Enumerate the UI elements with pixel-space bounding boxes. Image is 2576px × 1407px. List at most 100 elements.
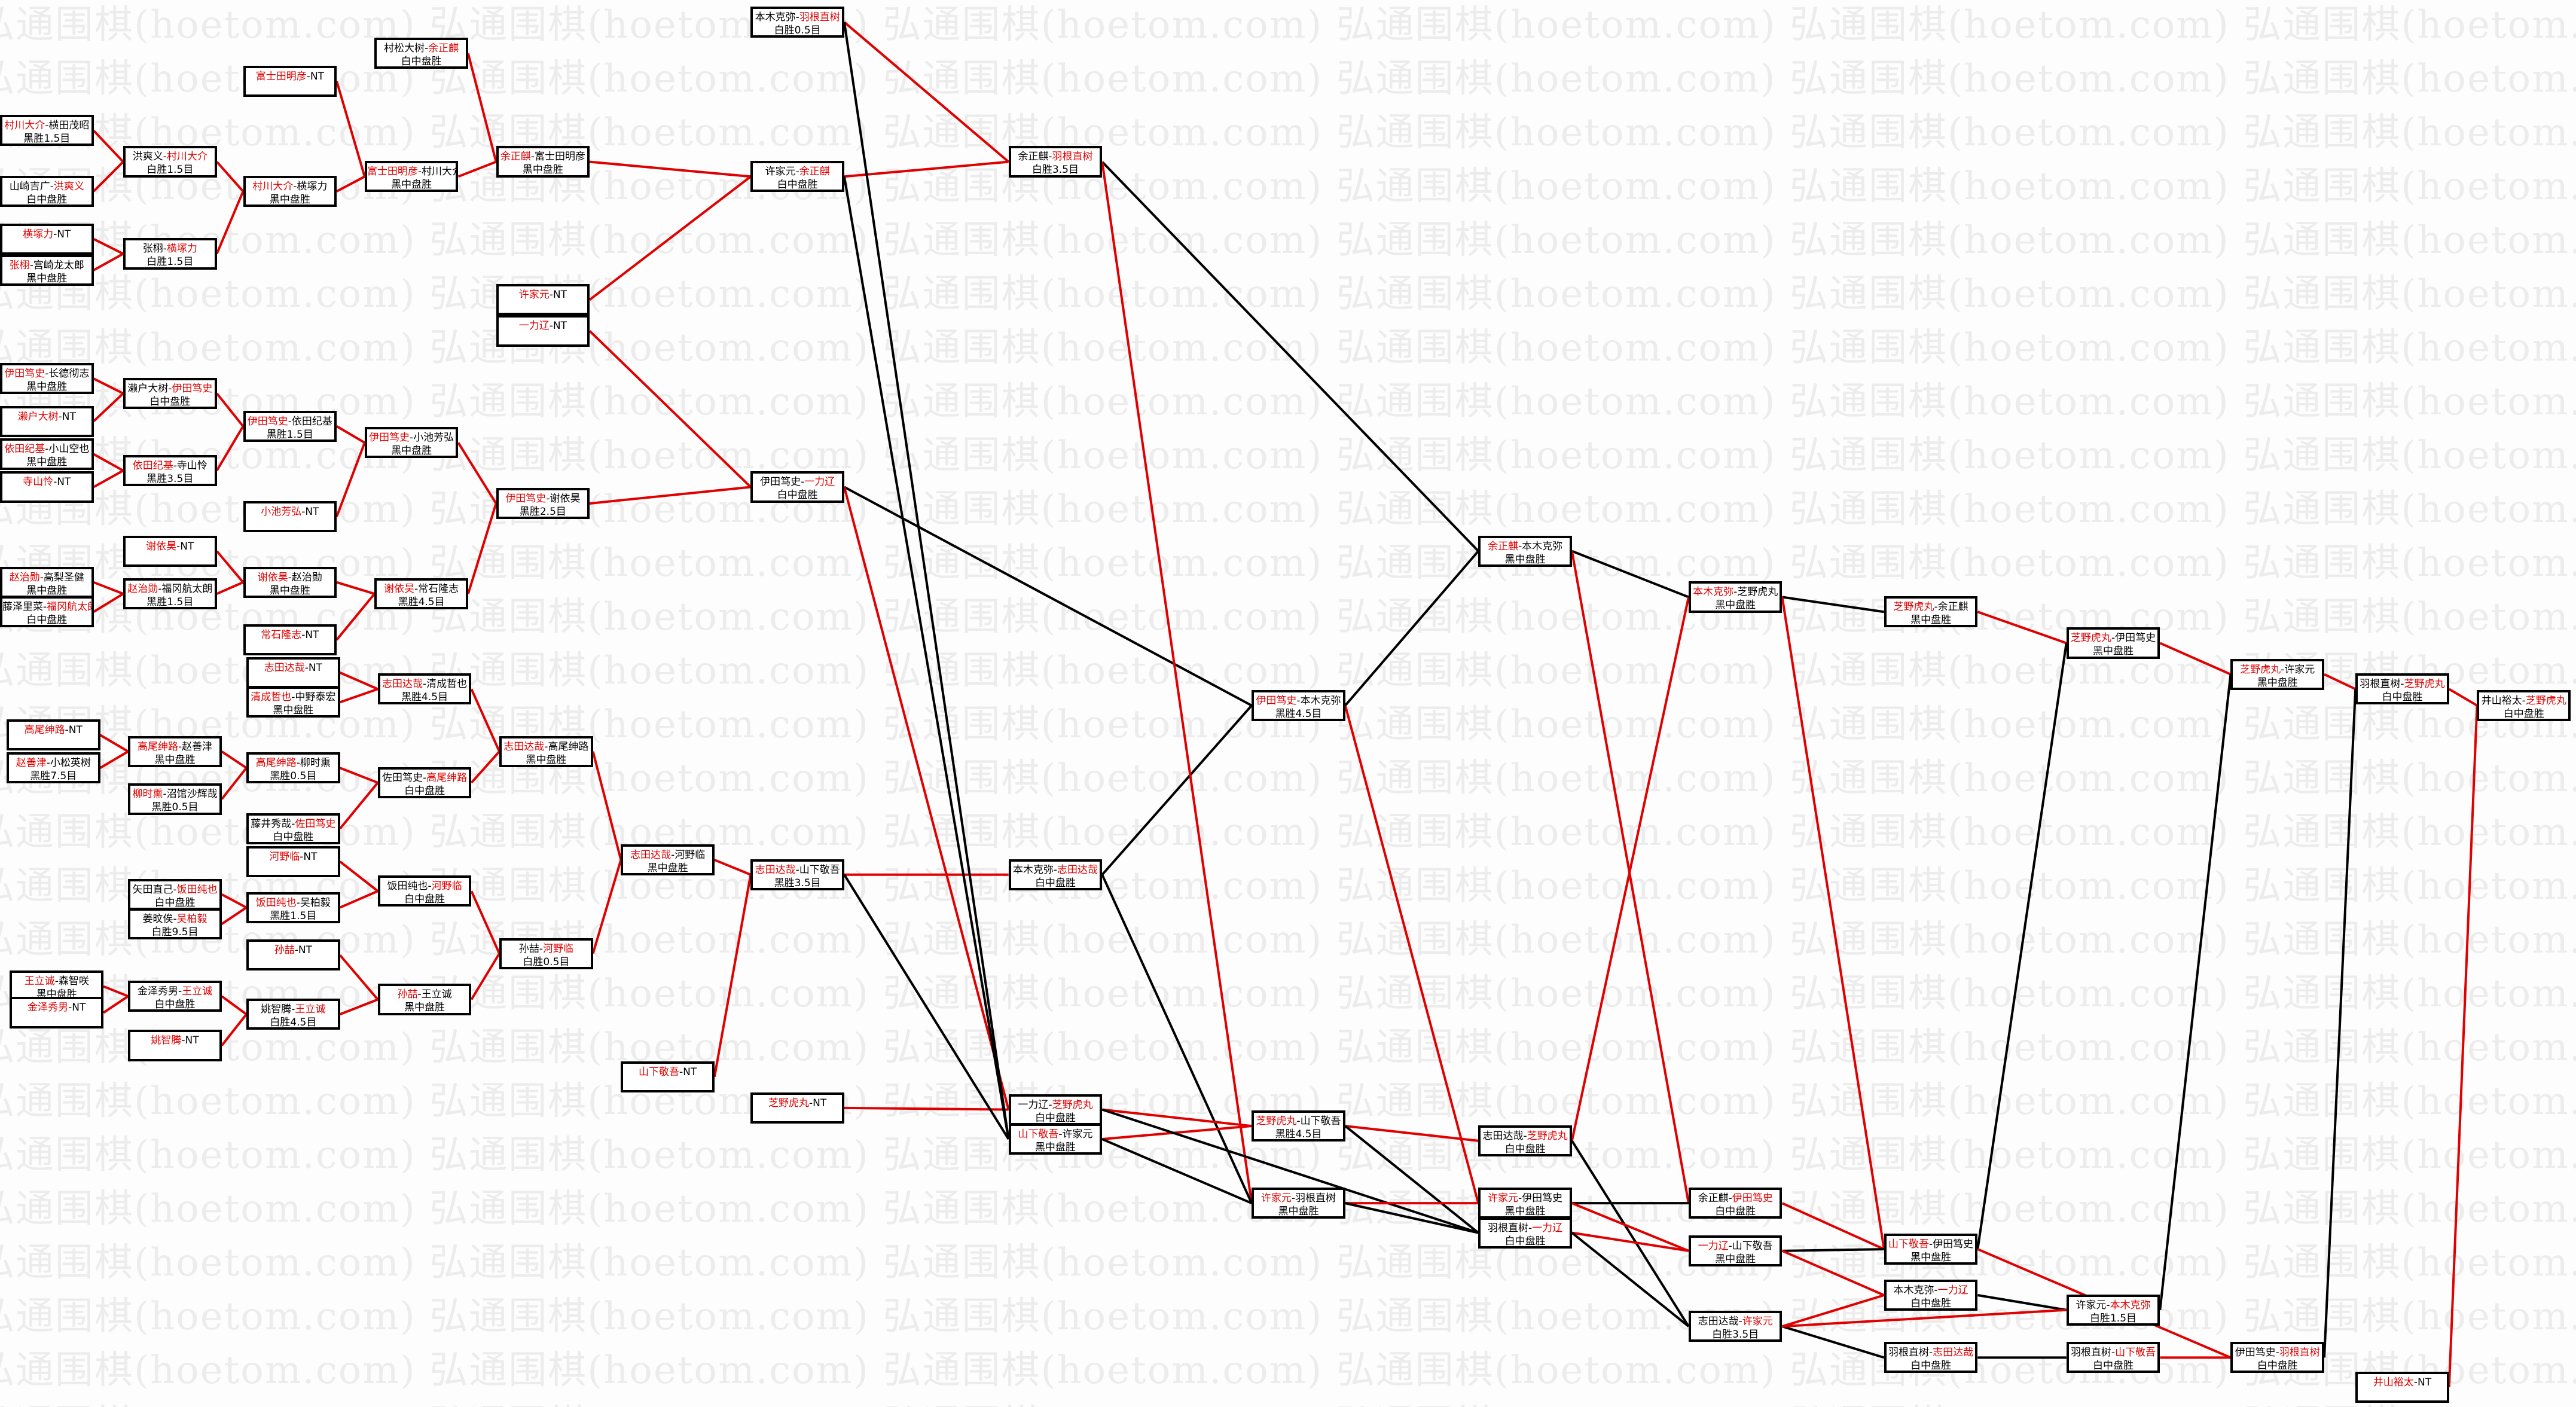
bye-box[interactable]: 一力辽-NT <box>496 315 590 347</box>
match-box[interactable]: 伊田笃史-本木克弥 黑胜4.5目 <box>1252 689 1345 721</box>
white-player: 高梨圣健 <box>43 571 84 584</box>
separator: - <box>163 243 167 255</box>
match-box[interactable]: 伊田笃史-羽根直树 白中盘胜 <box>2230 1342 2324 1374</box>
bye-box[interactable]: 小池芳弘-NT <box>243 500 337 533</box>
match-players: 羽根直树-志田达哉 <box>1887 1346 1976 1359</box>
match-box[interactable]: 藤泽里菜-福冈航太朗 白中盘胜 <box>0 596 94 628</box>
bye-box[interactable]: 河野临-NT <box>246 846 340 877</box>
match-box[interactable]: 本木克弥-芝野虎丸 黑中盘胜 <box>1688 581 1783 613</box>
black-player: 谢依昊 <box>257 571 288 584</box>
match-box[interactable]: 芝野虎丸-许家元 黑中盘胜 <box>2230 658 2324 690</box>
match-box[interactable]: 富士田明彦-村川大介 黑中盘胜 <box>364 161 459 193</box>
match-box[interactable]: 藤井秀哉-佐田笃史 白中盘胜 <box>246 813 340 844</box>
black-player: 姚智腾 <box>261 1003 292 1016</box>
match-box[interactable]: 柳时熏-沼馆沙辉哉 黑胜0.5目 <box>128 783 222 815</box>
bye-box[interactable]: 富士田明彦-NT <box>243 65 337 97</box>
match-box[interactable]: 井山裕太-芝野虎丸 白中盘胜 <box>2477 689 2571 721</box>
match-box[interactable]: 伊田笃史-谢依昊 黑胜2.5目 <box>496 487 590 520</box>
match-box[interactable]: 一力辽-山下敬吾 黑中盘胜 <box>1688 1235 1783 1266</box>
match-box[interactable]: 伊田笃史-一力辽 白中盘胜 <box>750 471 844 503</box>
match-box[interactable]: 村川大介-横塚力 黑中盘胜 <box>243 175 337 207</box>
match-box[interactable]: 志田达哉-山下敬吾 黑胜3.5目 <box>750 859 844 890</box>
match-box[interactable]: 依田纪基-小山空也 黑中盘胜 <box>0 438 94 470</box>
match-box[interactable]: 高尾绅路-柳时熏 黑胜0.5目 <box>246 752 340 784</box>
match-box[interactable]: 许家元-本木克弥 白胜1.5目 <box>2066 1294 2160 1326</box>
match-box[interactable]: 芝野虎丸-伊田笃史 黑中盘胜 <box>2066 627 2160 659</box>
match-box[interactable]: 许家元-羽根直树 黑中盘胜 <box>1252 1188 1345 1219</box>
match-box[interactable]: 羽根直树-芝野虎丸 白中盘胜 <box>2355 673 2449 705</box>
bye-box[interactable]: 山下敬吾-NT <box>621 1061 715 1092</box>
match-box[interactable]: 羽根直树-一力辽 白中盘胜 <box>1478 1217 1572 1249</box>
bye-box[interactable]: 金泽秀男-NT <box>10 997 104 1028</box>
match-box[interactable]: 张栩-宫崎龙太郎 黑中盘胜 <box>0 254 94 286</box>
match-box[interactable]: 伊田笃史-长德彻志 黑中盘胜 <box>0 363 94 395</box>
match-box[interactable]: 志田达哉-清成哲也 黑胜4.5目 <box>377 673 472 705</box>
bye-box[interactable]: 姚智腾-NT <box>128 1030 222 1061</box>
bye-box[interactable]: 濑户大树-NT <box>0 405 94 437</box>
match-box[interactable]: 一力辽-芝野虎丸 白中盘胜 <box>1008 1094 1103 1125</box>
match-box[interactable]: 张栩-横塚力 白胜1.5目 <box>123 238 217 270</box>
match-result: 黑中盘胜 <box>1910 614 1952 627</box>
match-box[interactable]: 余正麒-富士田明彦 黑中盘胜 <box>496 146 590 178</box>
bye-box[interactable]: 常石隆志-NT <box>243 624 337 656</box>
match-box[interactable]: 志田达哉-芝野虎丸 白中盘胜 <box>1478 1125 1572 1156</box>
match-box[interactable]: 本木克弥-羽根直树 白胜0.5目 <box>750 6 844 38</box>
match-box[interactable]: 饭田纯也-吴柏毅 黑胜1.5目 <box>246 892 340 923</box>
match-box[interactable]: 伊田笃史-依田纪基 黑胜1.5目 <box>243 410 337 442</box>
connector-line <box>335 81 366 177</box>
match-box[interactable]: 清成哲也-中野泰宏 黑中盘胜 <box>246 686 340 718</box>
bye-box[interactable]: 志田达哉-NT <box>246 657 340 688</box>
match-box[interactable]: 山下敬吾-伊田笃史 黑中盘胜 <box>1884 1233 1978 1265</box>
match-box[interactable]: 孙喆-王立诚 黑中盘胜 <box>377 984 472 1015</box>
match-box[interactable]: 本木克弥-一力辽 白中盘胜 <box>1884 1279 1978 1311</box>
match-result: 白中盘胜 <box>1910 1297 1952 1310</box>
bye-box[interactable]: 高尾绅路-NT <box>6 719 100 751</box>
match-box[interactable]: 孙喆-河野临 白胜0.5目 <box>499 938 593 969</box>
match-box[interactable]: 矢田直己-饭田纯也 白中盘胜 <box>128 878 222 910</box>
match-box[interactable]: 洪爽义-村川大介 白胜1.5目 <box>123 146 217 178</box>
match-box[interactable]: 依田纪基-寺山怜 黑胜3.5目 <box>123 454 217 487</box>
match-box[interactable]: 志田达哉-河野临 黑中盘胜 <box>621 844 715 876</box>
match-box[interactable]: 谢依昊-赵治勋 黑中盘胜 <box>243 566 337 598</box>
match-box[interactable]: 村松大树-余正麒 白中盘胜 <box>374 38 468 69</box>
match-box[interactable]: 佐田笃史-高尾绅路 白中盘胜 <box>377 767 472 799</box>
bye-box[interactable]: 横塚力-NT <box>0 223 94 255</box>
bye-box[interactable]: 井山裕太-NT <box>2355 1371 2449 1403</box>
match-box[interactable]: 芝野虎丸-山下敬吾 黑胜4.5目 <box>1252 1110 1345 1142</box>
match-box[interactable]: 赵治勋-高梨圣健 黑中盘胜 <box>0 566 94 598</box>
match-box[interactable]: 高尾绅路-赵善津 黑中盘胜 <box>128 735 222 767</box>
match-box[interactable]: 许家元-伊田笃史 黑中盘胜 <box>1478 1188 1572 1219</box>
match-box[interactable]: 羽根直树-山下敬吾 白中盘胜 <box>2066 1342 2160 1374</box>
match-box[interactable]: 姜旼俟-吴柏毅 白胜9.5目 <box>128 908 222 940</box>
match-box[interactable]: 山下敬吾-许家元 黑中盘胜 <box>1008 1123 1103 1155</box>
white-player: 福冈航太朗 <box>47 601 94 614</box>
bye-box[interactable]: 谢依昊-NT <box>123 535 217 567</box>
match-box[interactable]: 赵治勋-福冈航太朗 黑胜1.5目 <box>123 578 217 610</box>
match-box[interactable]: 本木克弥-志田达哉 白中盘胜 <box>1008 859 1103 890</box>
match-box[interactable]: 芝野虎丸-余正麒 黑中盘胜 <box>1884 596 1978 628</box>
match-box[interactable]: 濑户大树-伊田笃史 白中盘胜 <box>123 377 217 409</box>
match-box[interactable]: 谢依昊-常石隆志 黑胜4.5目 <box>374 578 468 610</box>
match-box[interactable]: 伊田笃史-小池芳弘 黑中盘胜 <box>364 427 459 459</box>
bye-box[interactable]: 芝野虎丸-NT <box>750 1092 844 1124</box>
match-box[interactable]: 村川大介-横田茂昭 黑胜1.5目 <box>0 115 94 147</box>
match-box[interactable]: 羽根直树-志田达哉 白中盘胜 <box>1884 1342 1978 1374</box>
match-box[interactable]: 饭田纯也-河野临 白中盘胜 <box>377 875 472 907</box>
match-box[interactable]: 姚智腾-王立诚 白胜4.5目 <box>246 999 340 1030</box>
connector-line <box>339 954 379 1000</box>
match-box[interactable]: 志田达哉-许家元 白胜3.5目 <box>1688 1311 1783 1342</box>
bye-box[interactable]: 许家元-NT <box>496 284 590 316</box>
match-box[interactable]: 山崎吉广-洪爽义 白中盘胜 <box>0 175 94 207</box>
bye-box[interactable]: 孙喆-NT <box>246 939 340 971</box>
match-box[interactable]: 余正麒-羽根直树 白胜3.5目 <box>1008 146 1103 178</box>
match-box[interactable]: 余正麒-本木克弥 黑中盘胜 <box>1478 535 1572 567</box>
match-box[interactable]: 余正麒-伊田笃史 白中盘胜 <box>1688 1188 1783 1219</box>
connector-line <box>466 503 498 594</box>
match-box[interactable]: 王立诚-森智咲 黑中盘胜 <box>10 970 104 1002</box>
match-box[interactable]: 许家元-余正麒 白中盘胜 <box>750 161 844 193</box>
white-player: 志田达哉 <box>1933 1347 1974 1359</box>
match-box[interactable]: 赵善津-小松英树 黑胜7.5目 <box>6 752 100 784</box>
bye-box[interactable]: 寺山怜-NT <box>0 471 94 503</box>
match-box[interactable]: 志田达哉-高尾绅路 黑中盘胜 <box>499 735 593 767</box>
match-box[interactable]: 金泽秀男-王立诚 白中盘胜 <box>128 980 222 1012</box>
